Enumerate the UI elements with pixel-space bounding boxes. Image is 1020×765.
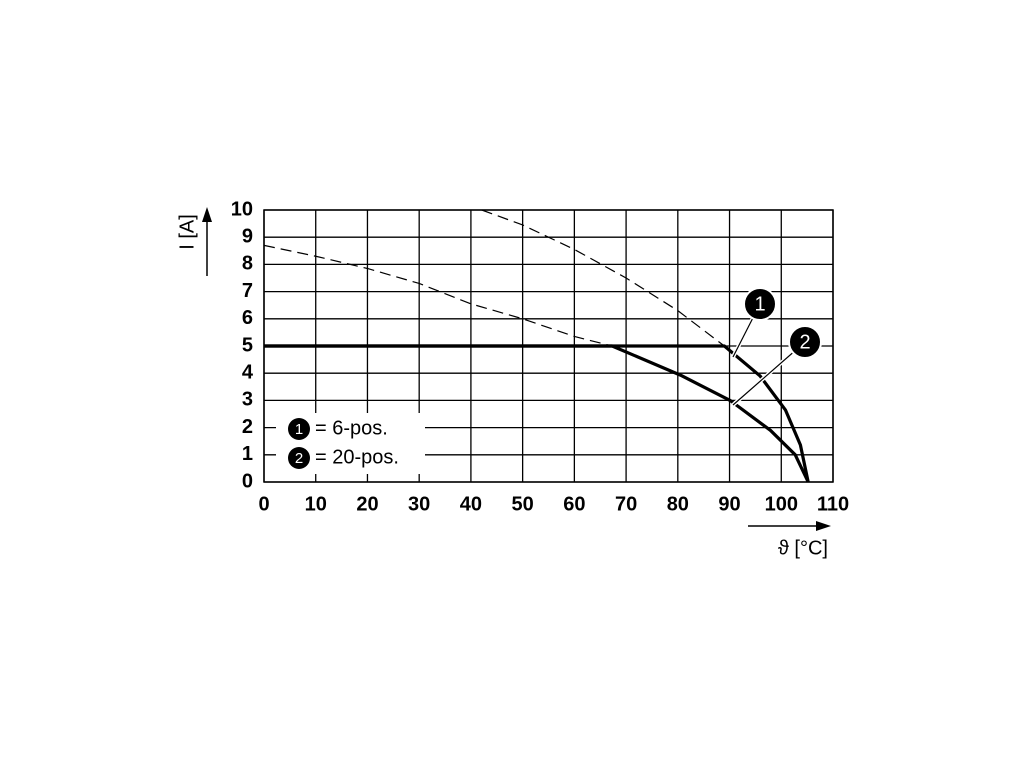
y-tick-label: 0 <box>242 470 253 492</box>
y-tick-label: 4 <box>242 361 254 383</box>
legend-label: = 6-pos. <box>315 417 388 439</box>
y-tick-label: 7 <box>242 280 253 302</box>
dashed-curve <box>263 244 613 347</box>
dashed-curve <box>481 209 725 347</box>
curve <box>264 344 810 483</box>
callout-circle <box>788 325 822 359</box>
x-tick-label: 30 <box>408 493 430 515</box>
legend-marker-number: 1 <box>295 421 303 438</box>
curve <box>264 344 810 483</box>
callout-number: 1 <box>754 293 765 315</box>
y-tick-label: 6 <box>242 307 253 329</box>
x-tick-label: 40 <box>460 493 482 515</box>
callout-circle <box>743 287 777 321</box>
x-tick-label: 50 <box>512 493 534 515</box>
y-tick-label: 8 <box>242 253 253 275</box>
y-arrowhead <box>202 207 212 222</box>
plot-border <box>263 209 834 483</box>
callout-number: 2 <box>799 331 810 353</box>
y-tick-label: 2 <box>242 416 253 438</box>
legend-label: = 20-pos. <box>315 446 399 468</box>
y-tick-label: 1 <box>242 443 253 465</box>
x-tick-label: 70 <box>615 493 637 515</box>
y-tick-label: 9 <box>242 225 253 247</box>
x-tick-label: 100 <box>765 493 798 515</box>
x-tick-label: 10 <box>305 493 327 515</box>
x-tick-label: 80 <box>667 493 689 515</box>
legend-marker-number: 2 <box>295 450 303 467</box>
x-tick-label: 90 <box>718 493 740 515</box>
x-arrowhead <box>816 521 831 531</box>
x-tick-label: 110 <box>817 493 849 515</box>
x-axis-label: ϑ [°C] <box>778 537 828 559</box>
legend-marker <box>288 447 310 469</box>
x-tick-label: 60 <box>563 493 585 515</box>
y-tick-label: 3 <box>242 389 253 411</box>
y-tick-label: 10 <box>231 198 253 220</box>
y-axis-label: I [A] <box>176 214 198 250</box>
x-tick-label: 20 <box>356 493 378 515</box>
legend-marker <box>288 418 310 440</box>
y-tick-label: 5 <box>242 334 253 356</box>
x-tick-label: 0 <box>258 493 269 515</box>
